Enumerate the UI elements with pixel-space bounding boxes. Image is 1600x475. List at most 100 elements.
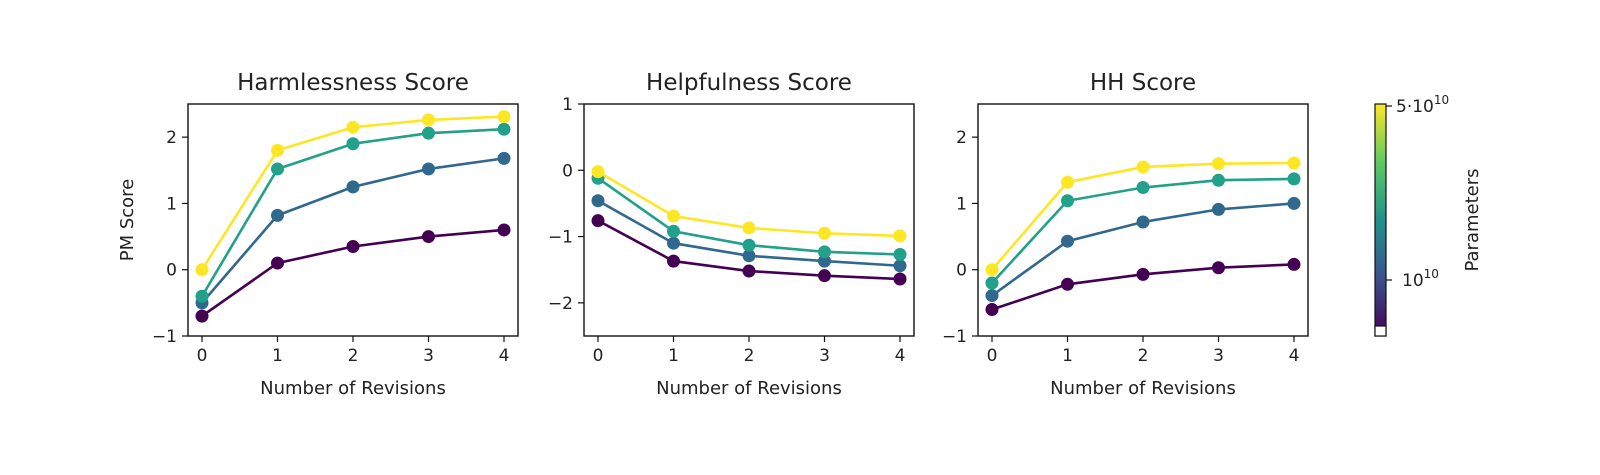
x-tick-label: 0	[197, 346, 208, 366]
x-tick-label: 3	[1213, 346, 1224, 366]
series-line	[201, 157, 505, 304]
colorbar-tick-exponent: 10	[1434, 93, 1449, 107]
data-point	[818, 245, 831, 259]
x-tick-label: 0	[987, 346, 998, 366]
chart-title: Harmlessness Score	[237, 70, 469, 96]
data-point	[346, 137, 360, 151]
x-tick-label: 4	[1289, 346, 1300, 366]
data-point	[1061, 175, 1074, 189]
y-tick-label: 0	[166, 261, 177, 281]
series-group	[195, 110, 511, 323]
y-tick-label: −1	[548, 228, 573, 248]
x-tick-label: 2	[1138, 346, 1149, 366]
colorbar-blank-segment	[1374, 325, 1387, 337]
y-tick-label: 0	[956, 261, 967, 281]
y-tick-label: −1	[152, 327, 177, 347]
y-ticks: −1 0 1 2	[152, 128, 188, 347]
colorbar-label: Parameters	[1462, 168, 1483, 271]
data-point	[1287, 257, 1301, 271]
data-point	[1061, 234, 1074, 248]
data-point	[497, 110, 511, 124]
series-group	[985, 156, 1301, 316]
data-point	[195, 309, 209, 323]
panel-hh: HH Score Number of Revisions 0 1 2 3 4 −…	[942, 70, 1309, 399]
data-point	[985, 276, 999, 290]
x-tick-label: 1	[668, 346, 679, 366]
x-axis-label: Number of Revisions	[260, 378, 446, 399]
y-tick-label: 2	[956, 128, 967, 148]
data-point	[195, 263, 209, 277]
data-point	[1136, 215, 1150, 229]
data-point	[818, 254, 831, 268]
y-tick-label: −1	[942, 327, 967, 347]
data-point	[1287, 196, 1301, 210]
data-point	[667, 224, 680, 238]
data-point	[742, 264, 756, 278]
y-tick-label: 1	[562, 95, 573, 115]
x-ticks: 0 1 2 3 4	[987, 336, 1300, 366]
colorbar-tick-base: 5·10	[1396, 97, 1434, 117]
y-ticks: −1 0 1 2	[942, 128, 978, 347]
data-point	[591, 165, 605, 179]
colorbar-gradient	[1374, 103, 1387, 337]
x-tick-label: 4	[895, 346, 906, 366]
y-tick-label: 0	[562, 161, 573, 181]
data-point	[1212, 202, 1225, 216]
data-point	[985, 302, 999, 316]
panel-helpfulness: Helpfulness Score Number of Revisions 0 …	[548, 70, 915, 399]
data-point	[195, 289, 209, 303]
data-point	[893, 247, 907, 261]
colorbar-tick-label-bottom: 1010	[1402, 267, 1439, 291]
x-tick-label: 2	[348, 346, 359, 366]
data-point	[667, 236, 680, 250]
data-point	[742, 249, 756, 263]
data-point	[271, 162, 284, 176]
chart-title: Helpfulness Score	[646, 70, 852, 96]
data-point	[742, 221, 756, 235]
x-axis-label: Number of Revisions	[656, 378, 842, 399]
data-point	[818, 226, 831, 240]
data-point	[1136, 160, 1150, 174]
x-tick-label: 4	[499, 346, 510, 366]
data-point	[591, 194, 605, 208]
data-point	[497, 122, 511, 136]
x-ticks: 0 1 2 3 4	[197, 336, 510, 366]
y-tick-label: 1	[956, 194, 967, 214]
data-point	[346, 180, 360, 194]
x-tick-label: 2	[744, 346, 755, 366]
y-ticks: −2 −1 0 1	[548, 95, 584, 314]
x-tick-label: 3	[423, 346, 434, 366]
data-point	[893, 272, 907, 286]
data-point	[893, 259, 907, 273]
data-point	[271, 208, 284, 222]
data-point	[1061, 194, 1074, 208]
x-axis-label: Number of Revisions	[1050, 378, 1236, 399]
data-point	[422, 126, 435, 140]
data-point	[271, 143, 284, 157]
y-axis-label: PM Score	[117, 179, 138, 262]
y-tick-label: −2	[548, 294, 573, 314]
x-ticks: 0 1 2 3 4	[593, 336, 906, 366]
data-point	[591, 214, 605, 228]
data-point	[985, 289, 999, 303]
y-tick-label: 1	[166, 194, 177, 214]
data-point	[818, 269, 831, 283]
series-line	[200, 127, 505, 297]
x-tick-label: 3	[819, 346, 830, 366]
colorbar-tick-base: 10	[1402, 271, 1424, 291]
data-point	[1212, 173, 1225, 187]
x-tick-label: 0	[593, 346, 604, 366]
chart-title: HH Score	[1090, 70, 1196, 96]
panel-harmlessness: Harmlessness Score PM Score Number of Re…	[117, 70, 519, 399]
colorbar-tick-exponent: 10	[1424, 267, 1439, 281]
x-tick-label: 1	[1062, 346, 1073, 366]
data-point	[1287, 156, 1301, 170]
data-point	[1212, 157, 1225, 171]
data-point	[422, 113, 435, 127]
data-point	[497, 223, 511, 237]
data-point	[667, 254, 680, 268]
data-point	[422, 162, 435, 176]
data-point	[1136, 267, 1150, 281]
series-group	[591, 165, 907, 286]
